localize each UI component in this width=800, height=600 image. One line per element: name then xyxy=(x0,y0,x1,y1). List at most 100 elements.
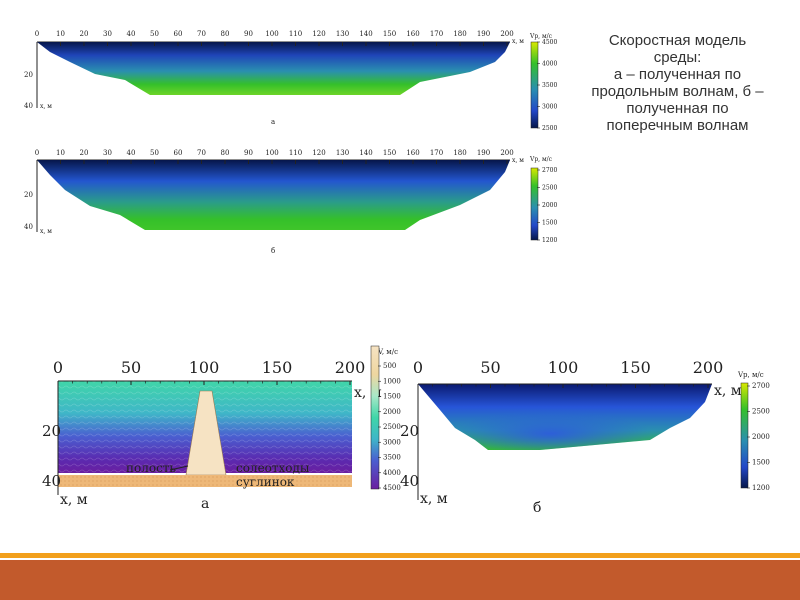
caption-line-2: среды: xyxy=(653,49,702,66)
x-tick-label: 50 xyxy=(150,149,159,157)
x-tick-label: 30 xyxy=(103,30,112,38)
top-b-x-ticks: 0 10 20 30 40 50 60 70 80 90 100 110 120 130 140 150 160… xyxy=(35,149,514,164)
x-tick-label: 140 xyxy=(359,30,372,38)
bottom-a-x-ticks: 0 50 100 150 200 xyxy=(53,358,365,385)
x-tick-label: 170 xyxy=(430,30,443,38)
x-tick-label: 200 xyxy=(500,149,513,157)
bottom-b-profile-core xyxy=(418,384,712,450)
top-a-colorbar xyxy=(530,41,539,129)
x-tick-label: 200 xyxy=(693,358,724,377)
colorbar-tick-label: 1500 xyxy=(542,220,557,227)
x-tick-label: 40 xyxy=(127,149,136,157)
bottom-a-ytick-40: 40 xyxy=(42,472,61,490)
x-tick-label: 100 xyxy=(189,358,220,377)
x-tick-label: 80 xyxy=(221,149,230,157)
top-a-ytick-20: 20 xyxy=(24,71,33,79)
bottom-a-label-loam: суглинок xyxy=(236,475,295,489)
x-tick-label: 110 xyxy=(289,30,302,38)
colorbar-tick-label: 2500 xyxy=(383,423,401,431)
x-tick-label: 110 xyxy=(289,149,302,157)
x-tick-label: 50 xyxy=(150,30,159,38)
top-a-colorbar-title: Vp, м/с xyxy=(529,33,553,40)
x-tick-label: 50 xyxy=(121,358,141,377)
top-b-ytick-40: 40 xyxy=(24,223,33,231)
colorbar-tick-label: 2500 xyxy=(542,125,557,132)
caption-line-1: Скоростная модель xyxy=(608,32,747,49)
colorbar-tick-label: 2000 xyxy=(752,433,770,441)
x-tick-label: 0 xyxy=(413,358,423,377)
x-tick-label: 0 xyxy=(35,30,39,38)
x-tick-label: 150 xyxy=(262,358,293,377)
colorbar-tick-label: 1500 xyxy=(383,393,401,401)
x-tick-label: 200 xyxy=(335,358,366,377)
x-tick-label: 150 xyxy=(620,358,651,377)
x-tick-label: 150 xyxy=(383,149,396,157)
chart-bottom-a: 0 50 100 150 200 20 40 x, м x, м полость сол… xyxy=(42,345,401,512)
colorbar-tick-label: 2000 xyxy=(542,202,557,209)
x-tick-label: 130 xyxy=(336,149,349,157)
x-tick-label: 80 xyxy=(221,30,230,38)
footer-band xyxy=(0,560,800,600)
x-tick-label: 10 xyxy=(56,30,65,38)
colorbar-tick-label: 1000 xyxy=(383,377,401,385)
bottom-b-colorbar-ticks: 2700 2500 2000 1500 1200 xyxy=(747,382,770,492)
top-a-panel-label: а xyxy=(271,118,275,126)
bottom-a-ytick-20: 20 xyxy=(42,422,61,440)
bottom-a-label-salt-waste: солеотходы xyxy=(236,461,310,475)
x-tick-label: 130 xyxy=(336,30,349,38)
figure-caption: Скоростная модель среды: а – полученная … xyxy=(565,32,790,134)
caption-line-6: поперечным волнам xyxy=(606,117,749,134)
footer-accent-line xyxy=(0,553,800,558)
bottom-b-xlabel: x, м xyxy=(714,383,742,399)
chart-bottom-b: 0 50 100 150 200 20 40 x, м x, м б Vp, м/с 2… xyxy=(400,358,770,516)
top-a-ylabel: x, м xyxy=(40,103,52,110)
x-tick-label: 60 xyxy=(174,30,183,38)
x-tick-label: 90 xyxy=(244,30,253,38)
top-b-colorbar-title: Vp, м/с xyxy=(529,156,553,163)
bottom-b-ytick-40: 40 xyxy=(400,472,419,490)
x-tick-label: 30 xyxy=(103,149,112,157)
x-tick-label: 160 xyxy=(406,30,419,38)
x-tick-label: 140 xyxy=(359,149,372,157)
x-tick-label: 190 xyxy=(477,149,490,157)
x-tick-label: 160 xyxy=(406,149,419,157)
bottom-b-colorbar-title: Vp, м/с xyxy=(737,371,764,379)
colorbar-tick-label: 2000 xyxy=(383,408,401,416)
x-tick-label: 10 xyxy=(56,149,65,157)
bottom-a-colorbar xyxy=(370,345,380,490)
top-b-colorbar-ticks: 2700 2500 2000 1500 1200 xyxy=(537,167,557,244)
bottom-b-colorbar xyxy=(740,382,749,489)
colorbar-tick-label: 3000 xyxy=(383,438,401,446)
bottom-a-ylabel: x, м xyxy=(60,492,88,508)
bottom-a-colorbar-ticks: 500 1000 1500 2000 2500 3000 3500 4000 4500 xyxy=(378,362,401,492)
colorbar-tick-label: 2500 xyxy=(542,185,557,192)
x-tick-label: 40 xyxy=(127,30,136,38)
x-tick-label: 170 xyxy=(430,149,443,157)
top-a-xlabel: x, м xyxy=(512,38,524,45)
caption-line-4: продольным волнам, б – xyxy=(591,83,764,100)
x-tick-label: 90 xyxy=(244,149,253,157)
colorbar-tick-label: 3500 xyxy=(542,82,557,89)
bottom-a-label-cavity: полость xyxy=(126,461,176,475)
x-tick-label: 20 xyxy=(80,149,89,157)
top-a-x-ticks: 0 10 20 30 40 50 60 70 80 90 100 110 120 130 140 150 160… xyxy=(35,30,514,46)
bottom-b-x-ticks: 0 50 100 150 200 xyxy=(413,358,723,388)
colorbar-tick-label: 2500 xyxy=(752,408,770,416)
bottom-a-loam-layer xyxy=(58,475,352,487)
x-tick-label: 70 xyxy=(197,30,206,38)
x-tick-label: 70 xyxy=(197,149,206,157)
bottom-a-colorbar-title: V, м/с xyxy=(377,348,398,356)
top-a-profile xyxy=(37,42,510,95)
chart-top-b: 0 10 20 30 40 50 60 70 80 90 100 110 120 130 140 150 160… xyxy=(24,149,557,255)
x-tick-label: 200 xyxy=(500,30,513,38)
x-tick-label: 100 xyxy=(265,149,278,157)
colorbar-tick-label: 4000 xyxy=(542,61,557,68)
caption-line-5: полученная по xyxy=(626,100,729,117)
top-b-ytick-20: 20 xyxy=(24,191,33,199)
colorbar-tick-label: 1200 xyxy=(752,484,770,492)
chart-top-a: 0 10 20 30 40 50 60 70 80 90 100 110 120 130 140 150 160… xyxy=(24,30,557,132)
bottom-b-ytick-20: 20 xyxy=(400,422,419,440)
colorbar-tick-label: 2700 xyxy=(542,167,557,174)
top-b-ylabel: x, м xyxy=(40,228,52,235)
